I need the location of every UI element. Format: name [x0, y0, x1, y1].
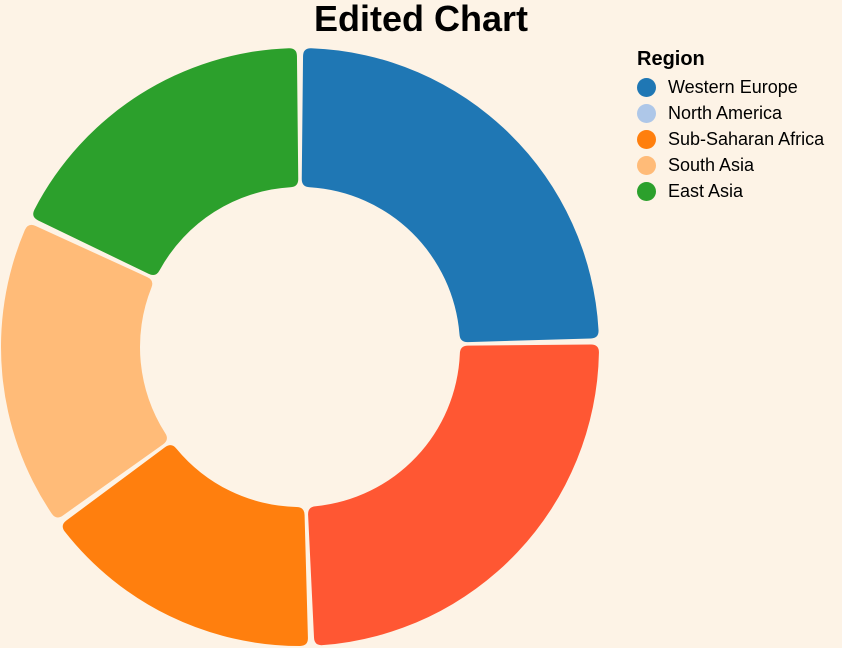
legend-swatch	[637, 129, 656, 149]
legend-label: Western Europe	[668, 76, 798, 97]
chart-title: Edited Chart	[313, 0, 528, 39]
legend-item-sub-saharan-africa[interactable]: Sub-Saharan Africa	[637, 126, 824, 152]
legend-title: Region	[637, 48, 705, 70]
legend-swatch	[637, 103, 656, 123]
legend-item-south-asia[interactable]: South Asia	[637, 152, 824, 178]
legend-label: North America	[668, 102, 783, 123]
pie-slice-east-asia[interactable]	[33, 48, 299, 276]
legend-swatch	[637, 77, 656, 97]
legend-item-north-america[interactable]: North America	[637, 100, 824, 126]
legend-swatch	[637, 155, 656, 175]
legend-label: Sub-Saharan Africa	[668, 128, 825, 149]
pie-slice-western-europe[interactable]	[301, 48, 599, 343]
pie-slice-south-asia[interactable]	[0, 224, 167, 518]
legend-swatch	[637, 181, 656, 201]
legend-item-western-europe[interactable]: Western Europe	[637, 74, 824, 100]
legend: Region Western Europe North America Sub-…	[637, 46, 824, 204]
pie-slice-sub-saharan-africa[interactable]	[62, 445, 308, 646]
legend-label: East Asia	[668, 180, 744, 201]
pie-slice-north-america[interactable]	[308, 344, 599, 646]
legend-item-east-asia[interactable]: East Asia	[637, 178, 824, 204]
legend-label: South Asia	[668, 154, 755, 175]
